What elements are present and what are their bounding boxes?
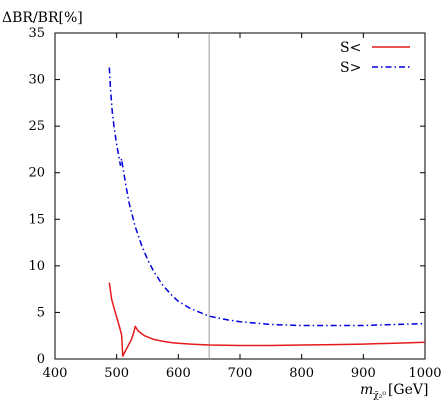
axis-ticks — [54, 32, 426, 360]
y-tick-label-0: 0 — [37, 352, 45, 367]
y-tick-label-10: 10 — [28, 259, 45, 274]
tick-labels: 400 500 600 700 800 900 1000 0 5 10 15 20 25 30 35 — [28, 26, 441, 381]
x-tick-label-700: 700 — [228, 366, 253, 381]
x-axis-label-symbol: m — [360, 382, 373, 398]
series-line-s-less — [108, 282, 426, 357]
x-tick-label-600: 600 — [166, 366, 191, 381]
legend: S< S> — [340, 40, 410, 76]
x-tick-label-400: 400 — [43, 366, 68, 381]
y-tick-label-20: 20 — [28, 166, 45, 181]
x-axis-label-subscript: χ̃₂⁰ — [373, 390, 386, 401]
y-tick-label-5: 5 — [37, 305, 45, 320]
x-tick-label-800: 800 — [289, 366, 314, 381]
legend-entry-s-less: S< — [340, 40, 410, 56]
legend-label-s-less: S< — [340, 40, 361, 56]
series-line-s-greater — [108, 67, 426, 327]
x-tick-label-900: 900 — [351, 366, 376, 381]
x-axis-label-unit: [GeV] — [388, 382, 429, 398]
legend-label-s-greater: S> — [340, 60, 361, 76]
series-group — [108, 67, 426, 357]
y-tick-label-30: 30 — [28, 73, 45, 88]
y-tick-label-25: 25 — [28, 119, 45, 134]
y-axis-label: ΔBR/BR[%] — [2, 10, 83, 26]
legend-entry-s-greater: S> — [340, 60, 410, 76]
y-tick-label-35: 35 — [28, 26, 45, 41]
x-tick-label-500: 500 — [104, 366, 129, 381]
x-axis-label: mχ̃₂⁰ [GeV] — [360, 382, 428, 401]
x-tick-label-1000: 1000 — [408, 366, 441, 381]
y-tick-label-15: 15 — [28, 212, 45, 227]
